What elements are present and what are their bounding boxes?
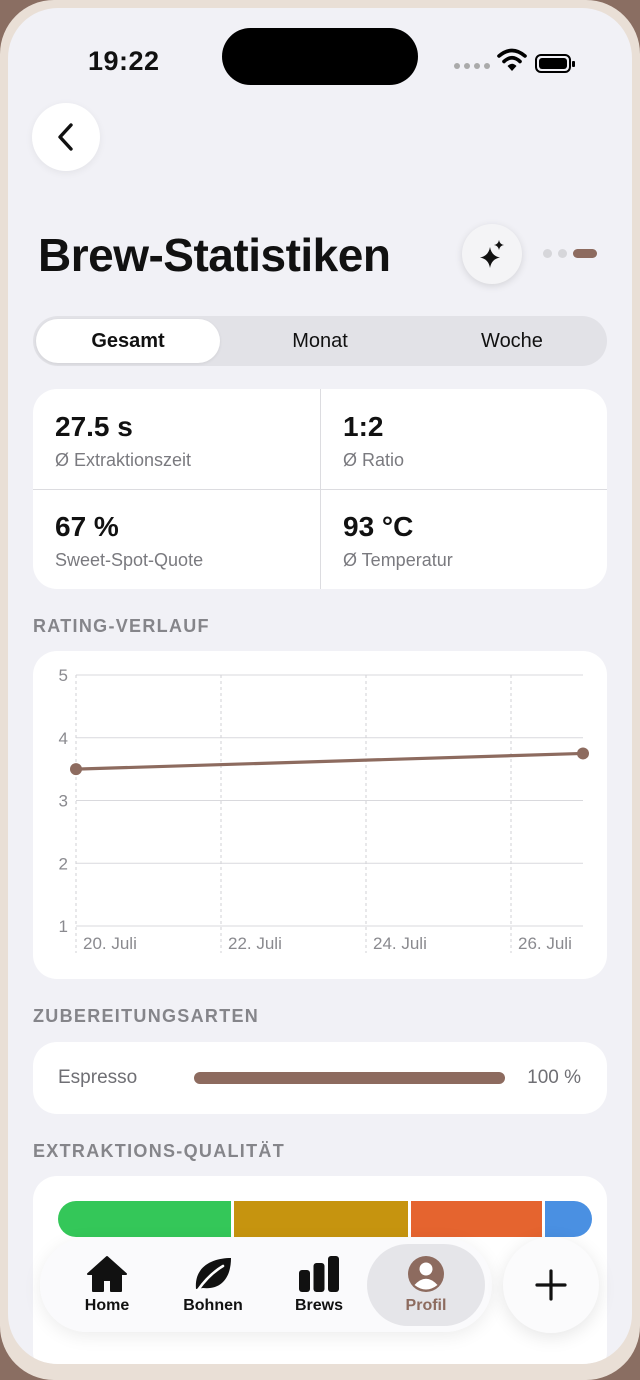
page-dot-active <box>573 249 597 258</box>
y-tick-label: 3 <box>59 792 68 811</box>
screen: 19:22 Brew-Statistiken Gesamt Monat Woch… <box>8 8 632 1364</box>
x-tick-label: 22. Juli <box>228 934 282 953</box>
stat-temperature: 93 °C Ø Temperatur <box>321 489 608 589</box>
stat-label: Ø Temperatur <box>343 550 453 570</box>
bar-chart-icon <box>297 1254 341 1294</box>
quality-segment <box>544 1201 592 1237</box>
dynamic-island <box>222 28 418 85</box>
y-tick-label: 5 <box>59 666 68 685</box>
stat-extraction-time: 27.5 s Ø Extraktionszeit <box>33 389 320 489</box>
quality-stacked-bar <box>58 1201 592 1237</box>
tab-label: Brews <box>294 1297 344 1314</box>
y-tick-label: 4 <box>59 729 68 748</box>
stat-sweet-spot: 67 % Sweet-Spot-Quote <box>33 489 320 589</box>
page-dot <box>543 249 552 258</box>
x-tick-label: 24. Juli <box>373 934 427 953</box>
section-title-rating: RATING-VERLAUF <box>33 616 210 636</box>
rating-series-line <box>74 751 585 771</box>
stat-value: 1:2 <box>343 411 384 442</box>
y-tick-label: 1 <box>59 917 68 936</box>
x-tick-label: 26. Juli <box>518 934 572 953</box>
page-dot <box>558 249 567 258</box>
back-button[interactable] <box>32 103 100 171</box>
battery-icon <box>535 54 575 73</box>
prep-bar <box>194 1072 505 1084</box>
divider <box>33 489 607 490</box>
segment-gesamt[interactable]: Gesamt <box>36 319 220 363</box>
add-button[interactable] <box>503 1237 599 1333</box>
plus-icon <box>535 1269 567 1301</box>
sparkles-icon <box>480 240 504 268</box>
prep-label: Espresso <box>58 1067 138 1088</box>
stat-label: Ø Extraktionszeit <box>55 450 192 470</box>
period-segmented-control: Gesamt Monat Woche <box>33 316 607 366</box>
tab-label: Profil <box>405 1297 447 1314</box>
rating-chart-card: 5 4 3 2 1 20. Juli 22. Juli 24. Juli 26. Juli <box>33 651 607 979</box>
person-icon <box>404 1254 448 1294</box>
sparkle-button[interactable] <box>462 224 522 284</box>
stat-value: 27.5 s <box>55 411 133 442</box>
prep-methods-card: Espresso 100 % <box>33 1042 607 1114</box>
x-tick-label: 20. Juli <box>83 934 137 953</box>
tab-brews[interactable]: Brews <box>266 1238 372 1332</box>
section-title-quality: EXTRAKTIONS-QUALITÄT <box>33 1141 285 1161</box>
stat-label: Sweet-Spot-Quote <box>55 550 204 570</box>
status-time: 19:22 <box>88 46 160 76</box>
rating-line-chart: 5 4 3 2 1 20. Juli 22. Juli 24. Juli 26. Juli <box>59 666 589 953</box>
tab-label: Home <box>84 1297 130 1314</box>
stat-value: 93 °C <box>343 511 414 542</box>
tab-profil[interactable]: Profil <box>367 1238 485 1332</box>
house-icon <box>85 1254 129 1294</box>
rating-data-point <box>577 747 589 760</box>
chevron-left-icon <box>58 123 73 151</box>
rating-data-point <box>70 763 82 776</box>
cellular-signal-icon <box>454 63 490 71</box>
page-indicator <box>543 249 597 258</box>
stat-ratio: 1:2 Ø Ratio <box>321 389 608 489</box>
tab-label: Bohnen <box>183 1297 243 1314</box>
prep-percent: 100 % <box>527 1067 581 1088</box>
status-bar: 19:22 <box>8 8 632 108</box>
stat-label: Ø Ratio <box>343 450 405 470</box>
segment-monat[interactable]: Monat <box>292 329 348 352</box>
wifi-icon <box>497 48 527 71</box>
leaf-icon <box>191 1254 235 1294</box>
quality-segment <box>410 1201 542 1237</box>
section-title-prep: ZUBEREITUNGSARTEN <box>33 1006 260 1026</box>
tab-home[interactable]: Home <box>54 1238 160 1332</box>
stat-value: 67 % <box>55 511 119 542</box>
quality-segment <box>58 1201 232 1237</box>
stats-card: 27.5 s Ø Extraktionszeit 1:2 Ø Ratio 67 … <box>33 389 607 589</box>
page-title: Brew-Statistiken <box>38 229 391 281</box>
segment-woche[interactable]: Woche <box>481 329 543 352</box>
quality-segment <box>234 1201 408 1237</box>
y-tick-label: 2 <box>59 854 68 873</box>
tab-bar: Home Bohnen Brews Profil <box>40 1238 492 1332</box>
tab-bohnen[interactable]: Bohnen <box>160 1238 266 1332</box>
